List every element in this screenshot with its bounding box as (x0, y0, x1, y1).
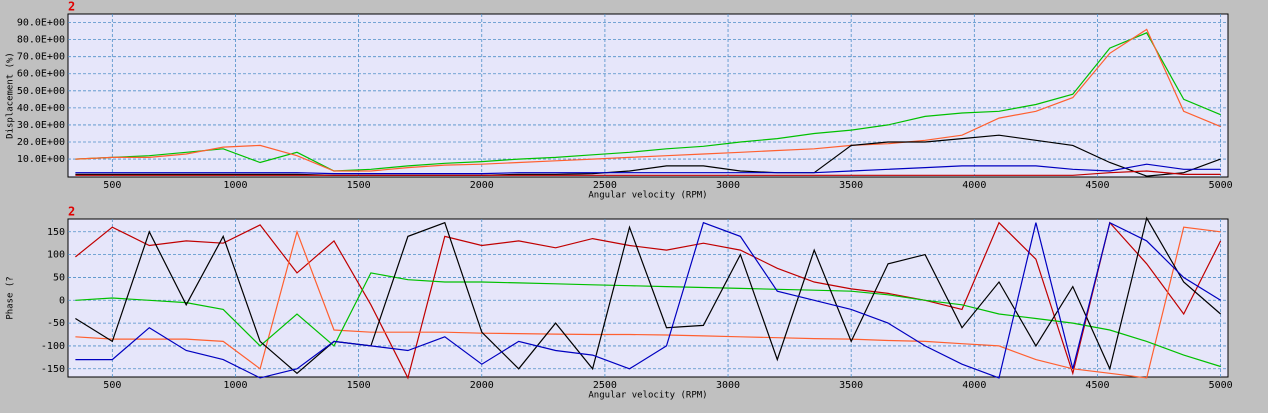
x-tick-label: 1000 (223, 380, 247, 391)
x-tick-label: 1000 (223, 180, 247, 191)
y-tick-label: 50.0E+00 (17, 86, 65, 97)
x-tick-label: 3000 (716, 380, 740, 391)
series-line (75, 221, 1221, 379)
x-tick-label: 3500 (839, 380, 863, 391)
y-tick-label: -50 (47, 318, 65, 329)
series-line (75, 170, 1221, 176)
x-axis-label: Angular velocity (RPM) (588, 391, 707, 401)
y-tick-label: 150 (47, 227, 65, 238)
x-tick-label: 3000 (716, 180, 740, 191)
series-line (75, 134, 1221, 177)
y-tick-label: 10.0E+00 (17, 154, 65, 165)
x-tick-label: 4000 (962, 380, 986, 391)
series-line (75, 221, 1222, 380)
x-tick-label: 1500 (347, 380, 371, 391)
y-tick-label: 70.0E+00 (17, 52, 65, 63)
y-axis-label: Displacement (%) (6, 52, 16, 139)
x-tick-label: 4000 (962, 180, 986, 191)
corner-label: 2 (68, 0, 75, 14)
series-line (75, 163, 1221, 175)
series-line (75, 216, 1221, 375)
x-tick-label: 4500 (1085, 380, 1109, 391)
y-tick-label: 50 (53, 272, 65, 283)
y-tick-label: 60.0E+00 (17, 69, 65, 80)
series-line (75, 32, 1221, 172)
y-axis-label: Phase (? (6, 276, 16, 319)
y-tick-label: 20.0E+00 (17, 137, 65, 148)
y-tick-label: -150 (41, 364, 65, 375)
x-tick-label: 2000 (470, 180, 494, 191)
x-tick-label: 2500 (593, 180, 617, 191)
y-tick-label: 0 (59, 295, 65, 306)
x-tick-label: 500 (103, 180, 121, 191)
series-line (75, 272, 1221, 368)
plot-area (67, 13, 1229, 178)
series-line (75, 28, 1221, 172)
x-tick-label: 1500 (347, 180, 371, 191)
x-tick-label: 4500 (1085, 180, 1109, 191)
y-tick-label: -100 (41, 341, 65, 352)
plot-area (67, 218, 1229, 378)
x-tick-label: 5000 (1209, 380, 1233, 391)
x-tick-label: 3500 (839, 180, 863, 191)
x-tick-label: 2000 (470, 380, 494, 391)
y-tick-label: 100 (47, 250, 65, 261)
y-tick-label: 90.0E+00 (17, 18, 65, 29)
corner-label: 2 (68, 205, 75, 219)
x-axis-label: Angular velocity (RPM) (588, 191, 707, 201)
y-tick-label: 40.0E+00 (17, 103, 65, 114)
x-tick-label: 2500 (593, 380, 617, 391)
y-tick-label: 30.0E+00 (17, 120, 65, 131)
y-tick-label: 80.0E+00 (17, 35, 65, 46)
x-tick-label: 5000 (1209, 180, 1233, 191)
x-tick-label: 500 (103, 380, 121, 391)
